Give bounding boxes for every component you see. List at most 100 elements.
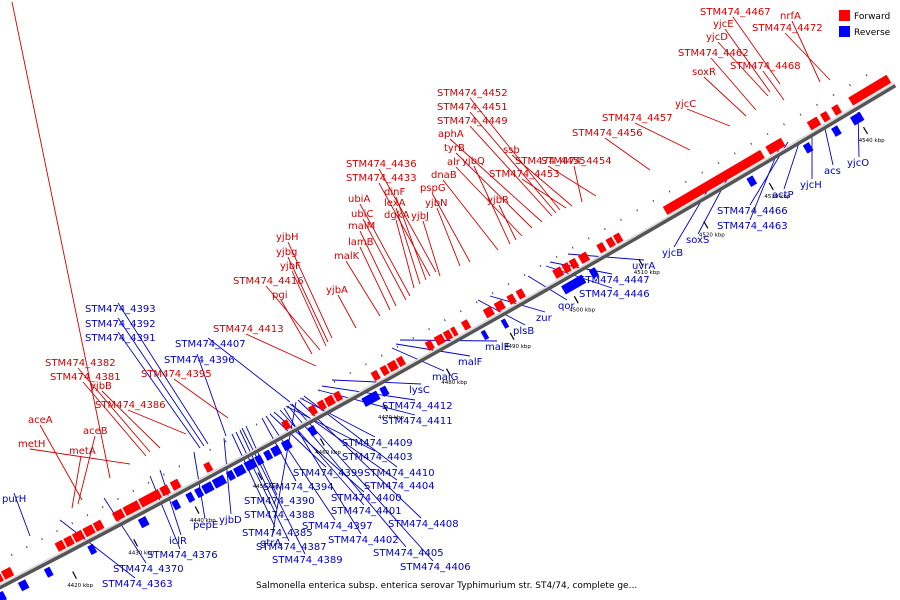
legend-reverse-swatch [839,26,850,37]
forward-gene-block [54,539,67,552]
forward-leader [71,455,82,509]
reverse-gene-label: uvrA [632,261,655,272]
forward-gene-label: pgi [272,290,287,301]
minor-tick [571,246,574,249]
reverse-leader [299,397,376,438]
reverse-genes [0,111,865,600]
forward-gene-label: yjbR [487,195,509,206]
forward-gene-label: STM474_4395 [141,369,212,380]
minor-tick [701,171,704,174]
reverse-gene-label: STM474_4404 [364,481,435,492]
minor-tick [271,414,274,418]
legend: Forward Reverse [839,10,891,38]
minor-tick [652,199,655,203]
minor-tick [459,310,462,313]
reverse-leader [289,403,398,481]
forward-gene-label: dnaB [431,170,457,181]
forward-gene-block [424,339,435,352]
reverse-leader [117,302,209,445]
reverse-gene-label: yjcB [662,248,683,259]
forward-leader [287,256,329,343]
forward-gene-label: ssb [503,145,520,156]
major-tick [862,126,869,135]
tick-label: 4540 kbp [859,138,885,144]
forward-gene-label: STM474_4416 [233,276,304,287]
forward-leader [686,108,731,127]
forward-leader [280,299,313,355]
forward-gene-block [122,500,142,517]
major-tick [382,403,388,412]
minor-tick [491,292,494,295]
minor-tick [224,440,227,443]
reverse-gene-label: STM474_4394 [263,482,334,493]
reverse-gene-label: lysC [409,385,430,396]
major-tick [319,438,325,446]
forward-leader [337,294,357,329]
reverse-gene-label: malG [432,372,458,383]
reverse-gene-label: STM474_4409 [342,438,413,449]
reverse-gene-block [171,499,182,511]
reverse-gene-block [201,481,215,495]
reverse-gene-block [263,449,274,461]
reverse-gene-label: STM474_4390 [244,496,315,507]
forward-leader [473,165,511,245]
reverse-leader [395,343,471,357]
forward-gene-block [460,319,472,331]
forward-leader [634,122,691,151]
forward-leader [469,111,557,214]
major-tick [445,368,451,376]
minor-tick [555,255,558,258]
reverse-gene-block [43,566,54,578]
forward-leader [442,179,499,251]
forward-gene-block [662,149,765,215]
forward-gene-label: STM474_4413 [213,324,284,335]
minor-tick [684,180,687,184]
forward-gene-block [442,329,454,341]
reverse-gene-label: STM474_4403 [342,452,413,463]
forward-gene-block [765,137,786,155]
reverse-gene-label: STM474_4399 [293,468,364,479]
forward-leader [791,20,821,83]
reverse-gene-label: STM474_4389 [272,555,343,566]
reverse-gene-label: STM474_4402 [328,535,399,546]
forward-leader [39,424,83,501]
minor-tick [302,397,305,401]
forward-gene-block [159,484,171,497]
forward-gene-label: STM474_4456 [572,128,643,139]
forward-gene-label: yjbH [276,232,299,243]
minor-tick [117,497,119,501]
forward-leader [359,246,391,311]
forward-gene-block [848,74,892,106]
forward-leader [469,125,553,217]
forward-leader [359,203,411,297]
forward-gene-label: STM474_4455 [515,156,586,167]
forward-gene-label: STM474_4386 [95,400,166,411]
forward-leader [127,409,187,435]
forward-gene-block [449,326,459,337]
forward-leader [436,207,461,267]
genome-backbone [0,82,897,590]
minor-tick [25,545,28,549]
reverse-gene-label: STM474_4370 [113,564,184,575]
forward-gene-block [332,390,344,403]
tick-label: 4510 kbp [634,270,660,276]
forward-gene-label: yjbJ [411,211,429,222]
forward-gene-label: dgkA [384,210,409,221]
reverse-gene-block [87,543,98,556]
forward-leader [173,378,229,419]
major-tick [72,571,77,579]
minor-tick [507,283,510,286]
forward-gene-label: yjbQ [462,156,485,167]
forward-leader [604,137,651,171]
forward-gene-label: STM474_4467 [700,7,771,18]
reverse-gene-label: STM474_4407 [175,339,246,350]
reverse-gene-label: STM474_4400 [331,493,402,504]
minor-tick [412,336,415,340]
forward-gene-label: yjbg [276,247,297,258]
forward-gene-block [316,399,327,411]
forward-gene-label: soxR [692,67,716,78]
reverse-gene-block [849,111,865,126]
forward-gene-block [577,251,591,265]
reverse-gene-label: STM474_4408 [388,519,459,530]
reverse-leader [159,469,182,536]
